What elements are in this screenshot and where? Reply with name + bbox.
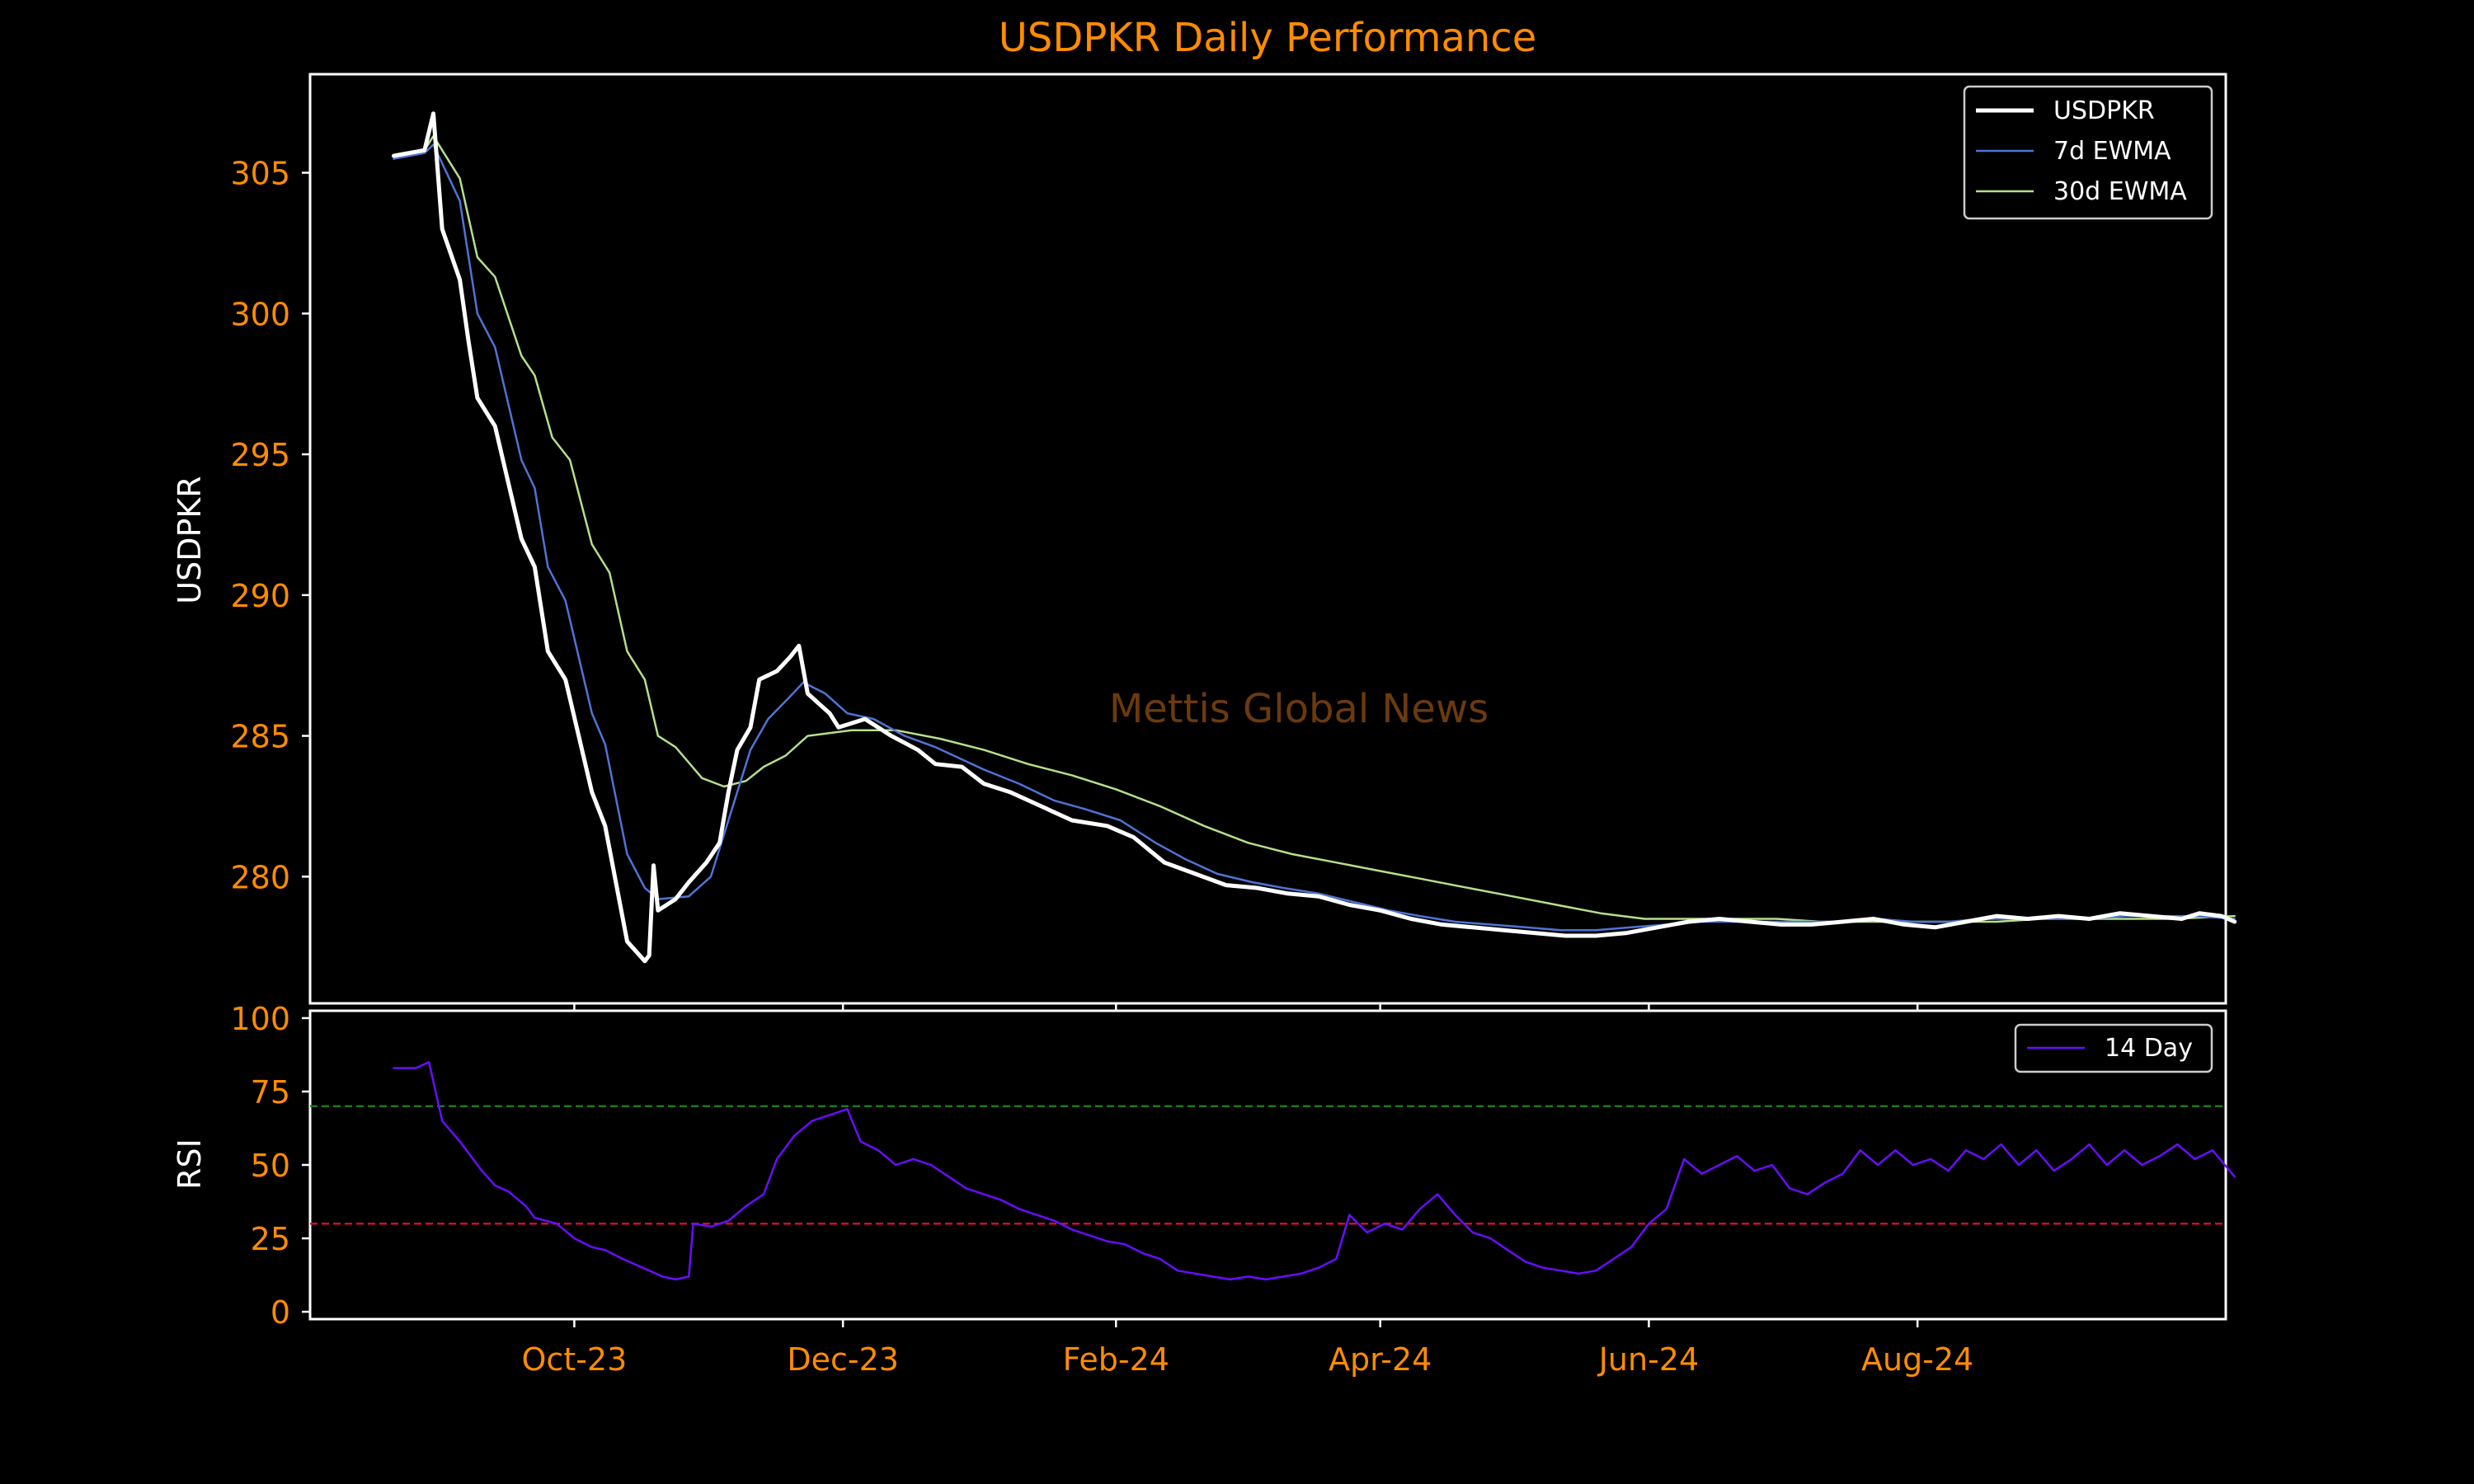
price-legend: USDPKR 7d EWMA 30d EWMA [1963,85,2213,220]
rsi-y-tick-label: 0 [270,1294,290,1331]
watermark-text: Mettis Global News [1109,686,1489,732]
x-tick-label: Dec-23 [787,1341,899,1378]
rsi-y-tick-label: 100 [230,1001,290,1037]
x-ticks-group: Oct-23 Dec-23 Feb-24 Apr-24 Jun-24 Aug-24 [522,1003,1973,1378]
rsi-y-axis-label: RSI [172,1139,208,1190]
rsi-y-tick-label: 75 [251,1074,290,1111]
price-ticks-group: 280 285 290 295 300 305 [230,156,310,895]
rsi-series-line-14-day [393,1061,2236,1281]
price-series-line-7d-ewma [393,143,2236,932]
price-y-tick-label: 285 [230,719,290,755]
x-tick-label: Feb-24 [1063,1341,1169,1378]
price-y-tick-label: 305 [230,156,290,192]
legend-label-7d-ewma: 7d EWMA [2053,137,2171,166]
price-series-group [392,111,2237,964]
price-y-tick-label: 280 [230,859,290,895]
legend-label-14-day: 14 Day [2105,1034,2193,1063]
x-tick-label: Oct-23 [522,1341,628,1378]
price-y-tick-label: 300 [230,296,290,332]
rsi-y-tick-label: 50 [251,1148,290,1184]
price-series-line-usdpkr [392,111,2237,964]
legend-label-usdpkr: USDPKR [2053,96,2155,125]
price-panel-frame [308,73,2227,1005]
price-legend-box [1963,85,2213,220]
legend-label-30d-ewma: 30d EWMA [2053,177,2187,206]
price-series-line-30d-ewma [393,134,2236,923]
x-tick-label: Aug-24 [1861,1341,1973,1378]
chart-title: USDPKR Daily Performance [999,15,1536,61]
price-y-tick-label: 295 [230,437,290,473]
price-y-tick-label: 290 [230,578,290,614]
rsi-legend-box [2014,1023,2213,1073]
rsi-ticks-group: 0 25 50 75 100 [230,1001,310,1331]
price-y-axis-label: USDPKR [172,476,208,603]
rsi-y-tick-label: 25 [251,1221,290,1257]
rsi-series-group [393,1061,2236,1281]
x-tick-label: Jun-24 [1597,1341,1699,1378]
rsi-reference-lines [310,1105,2226,1225]
x-tick-label: Apr-24 [1329,1341,1432,1378]
rsi-legend: 14 Day [2014,1023,2213,1073]
